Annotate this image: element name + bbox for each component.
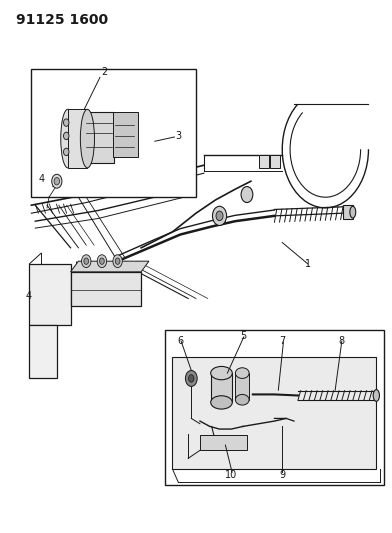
Bar xyxy=(200,435,247,450)
Text: 4: 4 xyxy=(25,291,31,301)
Ellipse shape xyxy=(211,367,232,379)
Circle shape xyxy=(97,255,107,268)
Text: 9: 9 xyxy=(279,471,285,480)
Text: 3: 3 xyxy=(175,131,181,141)
Text: 4: 4 xyxy=(38,174,44,183)
Bar xyxy=(31,69,196,197)
Circle shape xyxy=(113,255,122,268)
Bar xyxy=(68,109,87,168)
Ellipse shape xyxy=(211,395,232,409)
Circle shape xyxy=(52,174,62,188)
Bar xyxy=(84,112,114,163)
Text: 2: 2 xyxy=(101,67,107,77)
Bar xyxy=(71,272,141,306)
Circle shape xyxy=(100,258,104,264)
Text: 10: 10 xyxy=(225,471,238,480)
Text: 1: 1 xyxy=(305,259,311,269)
Bar xyxy=(343,205,353,219)
Circle shape xyxy=(189,375,194,382)
Bar xyxy=(211,373,232,402)
Circle shape xyxy=(82,255,91,268)
Ellipse shape xyxy=(373,390,379,401)
Bar xyxy=(235,373,249,400)
Bar xyxy=(113,112,138,157)
Polygon shape xyxy=(71,261,149,272)
Circle shape xyxy=(84,258,89,264)
Circle shape xyxy=(54,177,60,185)
Bar xyxy=(29,264,71,325)
Polygon shape xyxy=(29,325,57,378)
Circle shape xyxy=(64,148,69,156)
Circle shape xyxy=(64,132,69,140)
Ellipse shape xyxy=(80,109,94,168)
Text: 8: 8 xyxy=(338,336,344,346)
Ellipse shape xyxy=(350,206,356,218)
Circle shape xyxy=(216,211,223,221)
Bar xyxy=(270,155,280,168)
Bar xyxy=(172,357,376,469)
Circle shape xyxy=(212,206,227,225)
Text: 5: 5 xyxy=(240,331,246,341)
Circle shape xyxy=(241,187,253,203)
Circle shape xyxy=(115,258,120,264)
Ellipse shape xyxy=(235,368,249,378)
Ellipse shape xyxy=(235,394,249,405)
Text: 91125 1600: 91125 1600 xyxy=(16,13,108,27)
Circle shape xyxy=(185,370,197,386)
Circle shape xyxy=(64,119,69,126)
Bar xyxy=(259,155,269,168)
Text: 7: 7 xyxy=(279,336,285,346)
Text: 6: 6 xyxy=(177,336,183,346)
Bar xyxy=(165,330,384,485)
Ellipse shape xyxy=(61,109,75,168)
